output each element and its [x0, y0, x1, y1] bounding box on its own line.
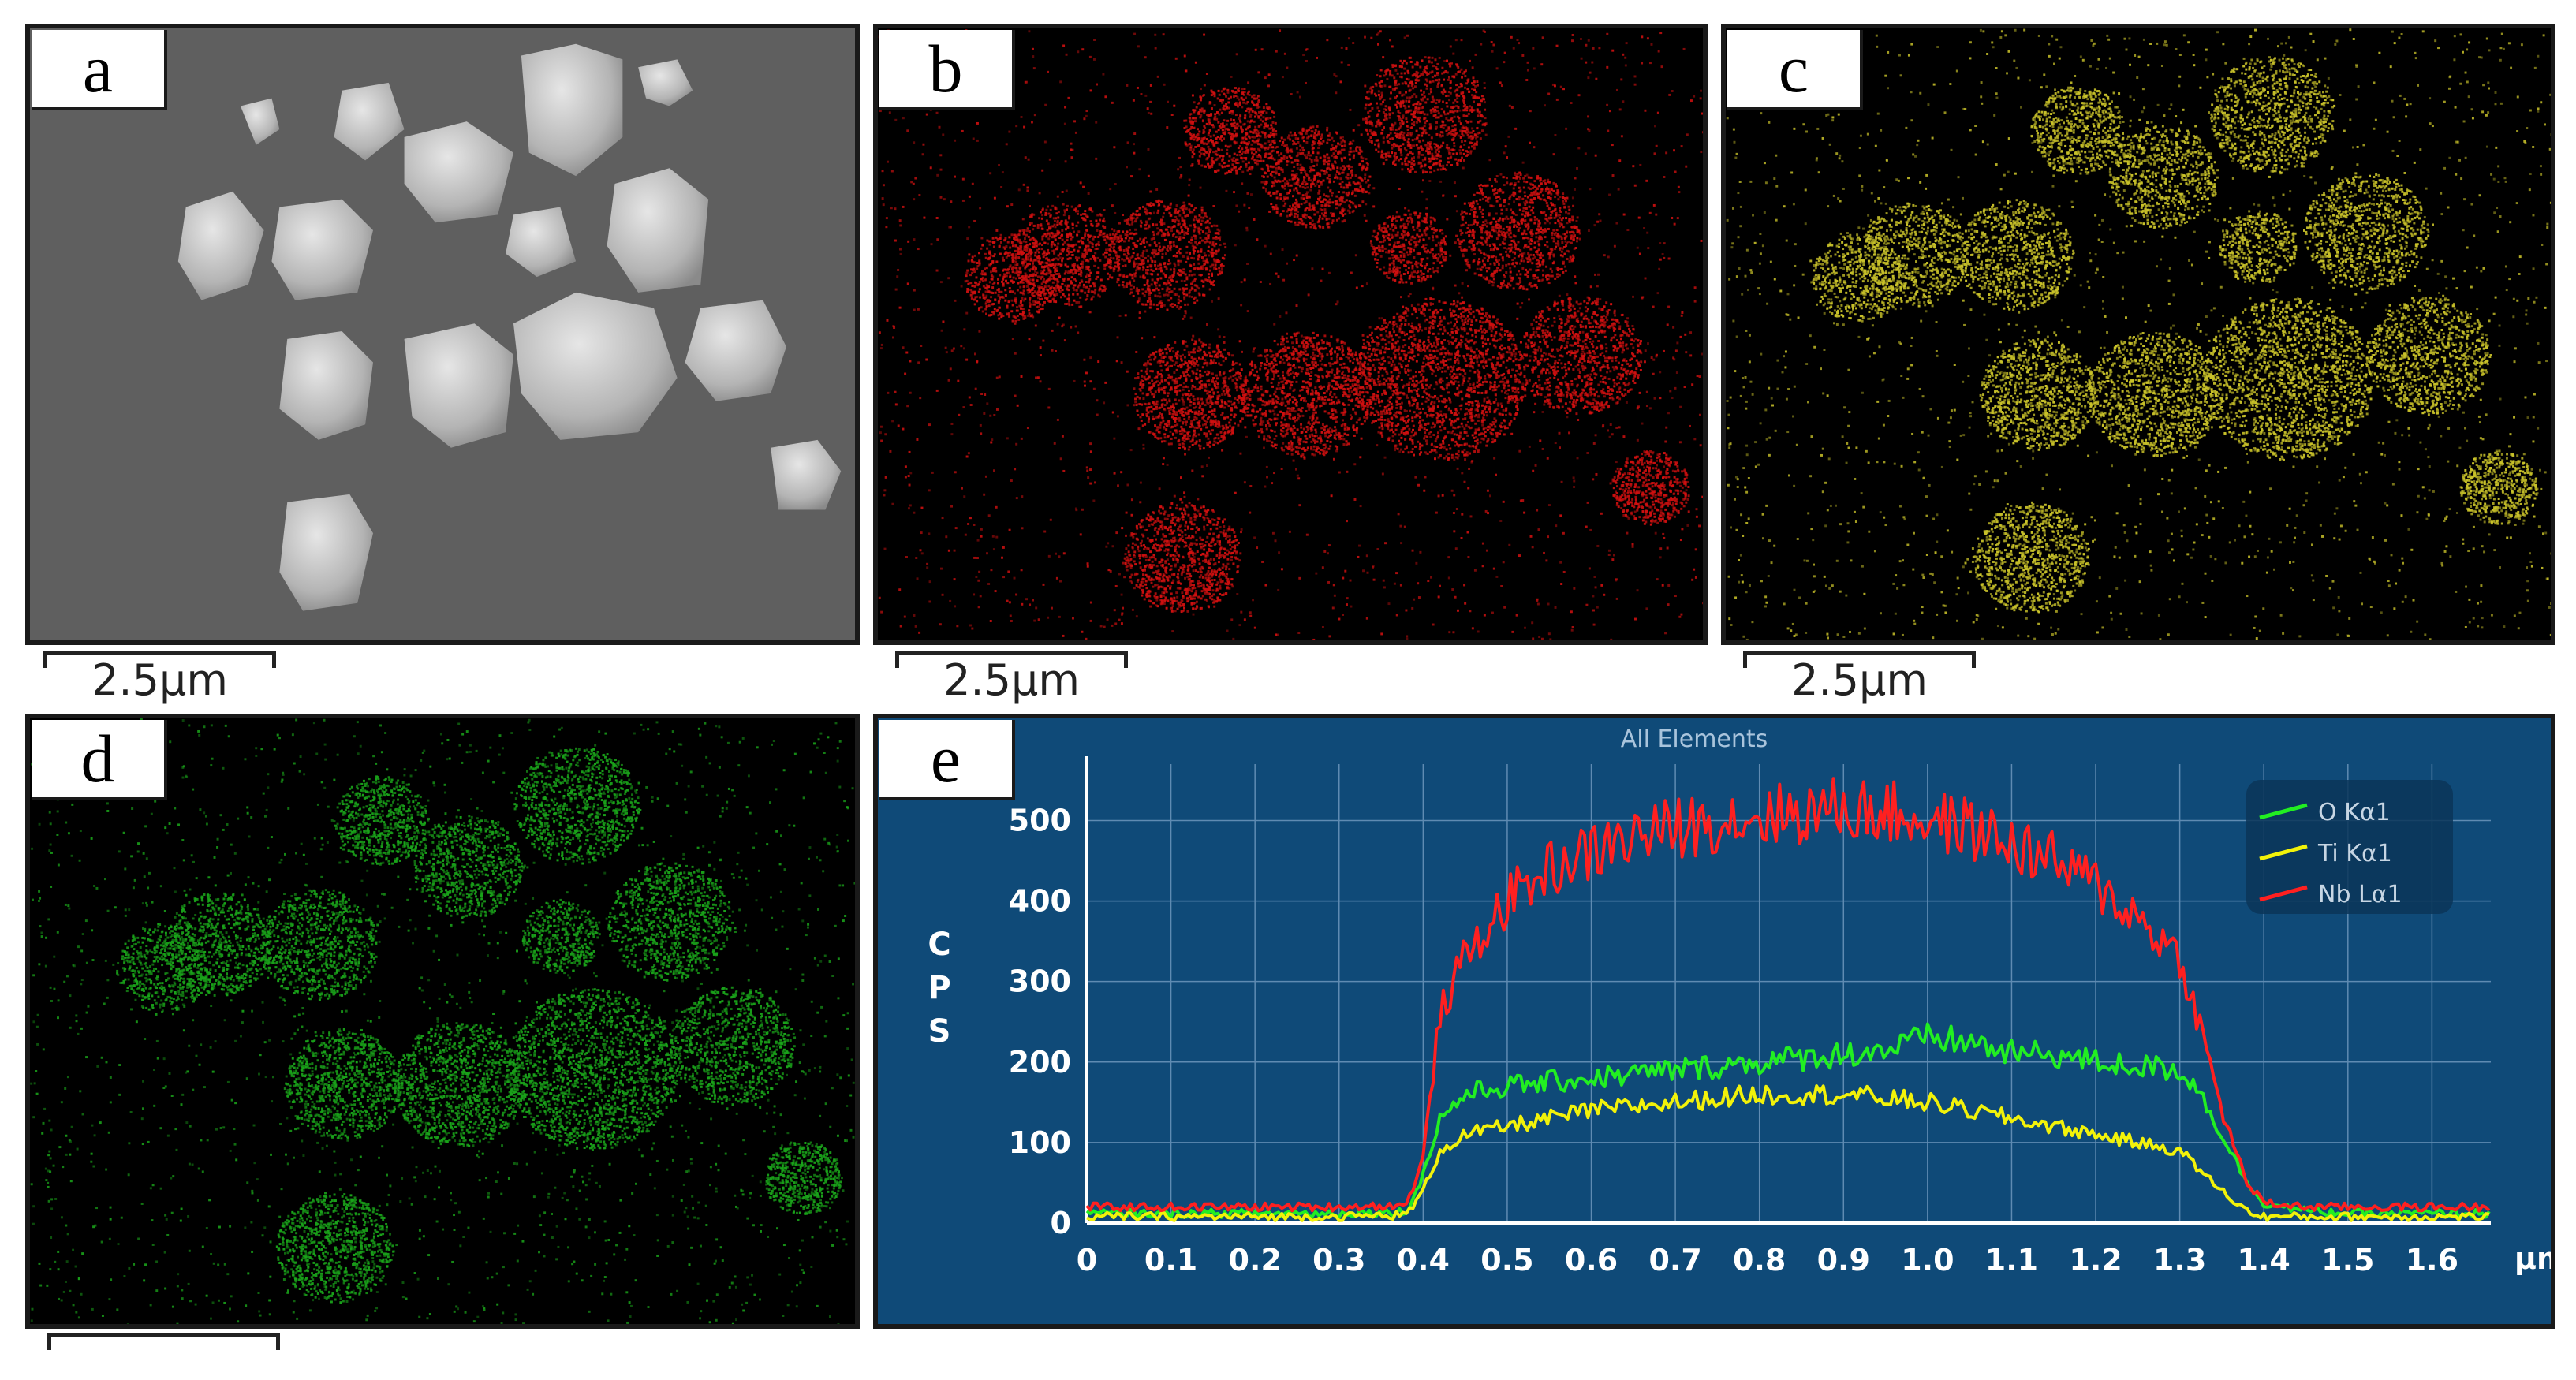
x-unit-label: μm	[2514, 1241, 2551, 1276]
line-scan-chart-panel: All Elements 0 0.1 0.2 0.3 0.4 0.5 0.6 0.7 0.8 0.9…	[873, 714, 2555, 1329]
eds-map-b	[878, 28, 1703, 640]
chart-title: All Elements	[1621, 725, 1768, 753]
panel-label-b: b	[879, 30, 1015, 110]
eds-map-c	[1726, 28, 2551, 640]
y-tick-label: 100	[1009, 1125, 1071, 1160]
panel-label-c: c	[1727, 30, 1863, 110]
panel-label-e: e	[879, 720, 1015, 800]
x-tick-label: 1.6	[2406, 1243, 2458, 1277]
x-tick-label: 0.7	[1648, 1243, 1701, 1277]
sem-image-panel: a	[25, 24, 860, 645]
sem-micrograph	[30, 28, 855, 640]
scale-bar-a: 2.5μm	[43, 651, 276, 698]
x-tick-label: 1.5	[2321, 1243, 2374, 1277]
y-tick-label: 400	[1009, 884, 1071, 919]
scale-bar-label: 2.5μm	[43, 655, 276, 705]
y-tick-label: 300	[1009, 964, 1071, 999]
chart-legend: O Kα1 Ti Kα1 Nb Lα1	[2246, 780, 2453, 914]
scale-bar-line	[47, 1333, 280, 1350]
line-scan-chart: All Elements 0 0.1 0.2 0.3 0.4 0.5 0.6 0.7 0.8 0.9…	[878, 718, 2551, 1324]
x-tick-label: 0.8	[1733, 1243, 1786, 1277]
scale-bar-label: 2.5μm	[895, 655, 1128, 705]
x-tick-label: 0.2	[1229, 1243, 1282, 1277]
y-tick-label: 0	[1051, 1206, 1071, 1240]
x-tick-label: 0	[1077, 1243, 1097, 1277]
x-tick-label: 1.2	[2069, 1243, 2122, 1277]
panel-label-d: d	[32, 720, 167, 800]
scale-bar-b: 2.5μm	[895, 651, 1128, 698]
eds-map-panel-b: b	[873, 24, 1708, 645]
y-tick-label: 500	[1009, 803, 1071, 837]
x-tick-label: 1.0	[1901, 1243, 1954, 1277]
x-tick-label: 0.5	[1480, 1243, 1533, 1277]
scale-bar-d	[47, 1333, 280, 1380]
eds-map-panel-c: c	[1721, 24, 2555, 645]
legend-entry: O Kα1	[2318, 799, 2391, 826]
x-tick-label: 1.3	[2153, 1243, 2206, 1277]
x-tick-label: 0.1	[1144, 1243, 1197, 1277]
legend-entry: Ti Kα1	[2317, 840, 2392, 867]
panel-label-a: a	[32, 30, 167, 110]
y-tick-label: 200	[1009, 1045, 1071, 1080]
x-tick-label: 0.6	[1565, 1243, 1618, 1277]
x-tick-label: 1.4	[2238, 1243, 2290, 1277]
legend-entry: Nb Lα1	[2318, 881, 2402, 908]
x-tick-label: 0.4	[1397, 1243, 1450, 1277]
eds-map-panel-d: d	[25, 714, 860, 1329]
x-tick-label: 0.3	[1312, 1243, 1365, 1277]
scale-bar-label: 2.5μm	[1743, 655, 1976, 705]
y-axis-label: CPS	[928, 927, 950, 1050]
x-tick-label: 0.9	[1817, 1243, 1870, 1277]
scale-bar-c: 2.5μm	[1743, 651, 1976, 698]
x-tick-label: 1.1	[1985, 1243, 2038, 1277]
eds-map-d	[30, 718, 855, 1324]
series-line-0	[1087, 1024, 2489, 1218]
series-line-1	[1087, 1086, 2489, 1221]
